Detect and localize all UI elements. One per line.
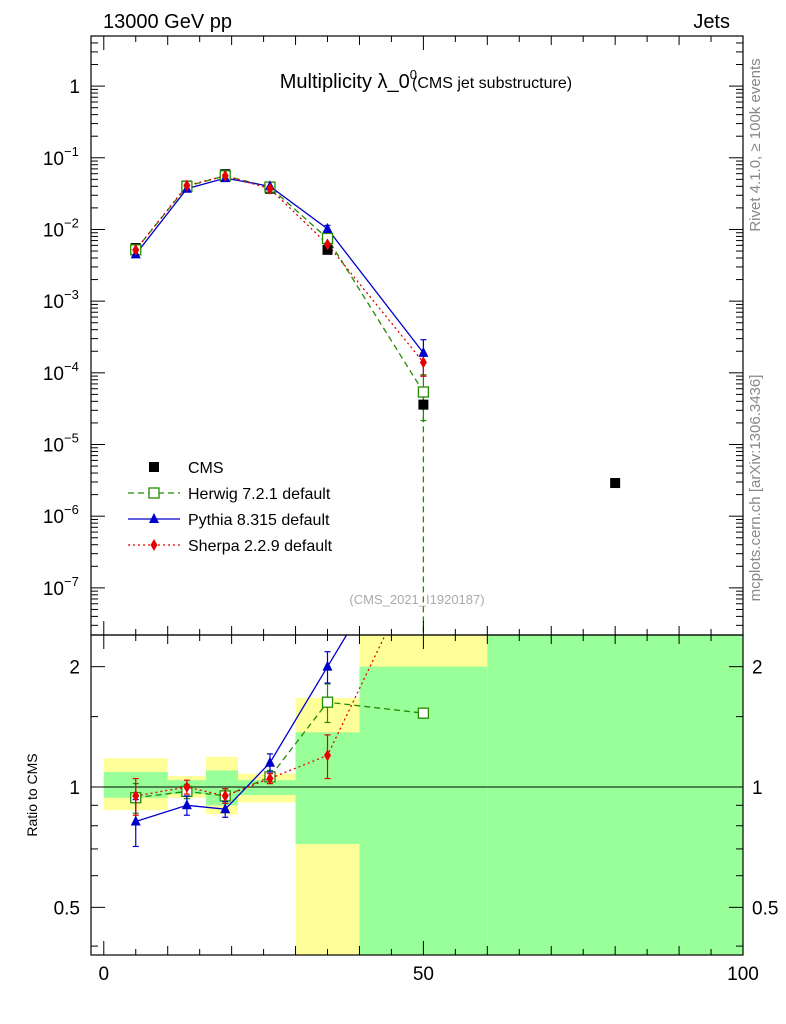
main-line-Sherpa 2.2.9 default: [135, 175, 424, 363]
ratio-xtick-label-1: 50: [413, 964, 434, 985]
main-point-2-4: [324, 238, 332, 251]
main-ytick-label-6: 10: [43, 507, 64, 528]
ratio-point-0-4: [321, 696, 334, 708]
main-point-2-2: [221, 169, 229, 182]
main-ytick-sup-4: −4: [64, 359, 79, 374]
ratio-ytick-label-left-2: 2: [69, 658, 80, 679]
main-ytick-sup-6: −6: [64, 502, 79, 517]
rivet-label: Rivet 4.1.0, ≥ 100k events: [747, 58, 764, 231]
legend-label-1: Herwig 7.2.1 default: [188, 486, 331, 503]
main-ytick-label-5: 10: [43, 436, 64, 457]
main-series: [130, 169, 621, 635]
main-ytick-sup-1: −1: [64, 144, 79, 159]
main-point-1-4: [322, 222, 333, 233]
main-ytick-label-0: 1: [69, 77, 80, 98]
main-point-2-5: [419, 356, 427, 369]
main-point-0-5: [417, 386, 430, 398]
mcplots-label: mcplots.cern.ch [arXiv:1306.3436]: [747, 375, 764, 602]
main-ytick-label-4: 10: [43, 364, 64, 385]
ratio-point-1-0: [130, 815, 141, 826]
legend-label-3: Sherpa 2.2.9 default: [188, 538, 333, 555]
main-ytick-sup-3: −3: [64, 287, 79, 302]
ratio-ytick-label-left-1: 1: [69, 778, 80, 799]
main-title-sup: 0: [410, 67, 417, 82]
legend-marker-3: [150, 539, 158, 551]
ratio-ytick-label-right-2: 2: [752, 658, 763, 679]
ratio-band-green-3: [238, 780, 296, 795]
main-series-clipped: [130, 169, 621, 635]
main-line-Pythia 8.315 default: [135, 177, 424, 354]
main-point-cms-5: [418, 399, 429, 410]
legend-marker-2: [149, 513, 159, 523]
analysis-watermark: (CMS_2021_I1920187): [349, 592, 484, 607]
ratio-ytick-label-right-0: 0.5: [752, 898, 778, 919]
ratio-point-1-2: [220, 803, 231, 814]
legend-marker-0: [149, 462, 159, 472]
ratio-point-2-0: [132, 789, 140, 802]
legend-label-2: Pythia 8.315 default: [188, 512, 330, 529]
main-point-2-1: [183, 179, 191, 192]
main-ytick-label-1: 10: [43, 149, 64, 170]
legend: CMS Herwig 7.2.1 default Pythia 8.315 defa…: [128, 460, 333, 555]
header-left: 13000 GeV pp: [103, 11, 232, 33]
ratio-xtick-label-0: 0: [98, 964, 109, 985]
ratio-point-2-4: [324, 749, 332, 762]
main-ytick-label-7: 10: [43, 579, 64, 600]
ratio-line-Pythia 8.315 default: [135, 635, 348, 823]
ratio-ytick-label-right-1: 1: [752, 778, 763, 799]
main-point-cms-6: [610, 478, 621, 489]
ratio-ytick-label-left-0: 0.5: [54, 898, 80, 919]
legend-label-0: CMS: [188, 460, 224, 477]
ratio-line-Sherpa 2.2.9 default: [135, 635, 386, 797]
ratio-point-2-3: [266, 772, 274, 785]
main-point-1-5: [418, 346, 429, 357]
main-line-Herwig 7.2.1 default: [135, 175, 425, 635]
ratio-bands: [103, 635, 743, 955]
ratio-point-2-1: [183, 781, 191, 794]
main-ytick-sup-5: −5: [64, 431, 79, 446]
main-ytick-label-2: 10: [43, 220, 64, 241]
main-title-text: Multiplicity λ_0: [280, 71, 410, 93]
main-ytick-sup-2: −2: [64, 215, 79, 230]
ratio-xtick-label-2: 100: [727, 964, 759, 985]
ratio-point-0-5: [417, 707, 430, 719]
ratio-band-green-6: [487, 635, 743, 955]
main-ytick-label-3: 10: [43, 292, 64, 313]
header-right: Jets: [693, 11, 730, 33]
ratio-point-1-1: [181, 799, 192, 810]
main-title: Multiplicity λ_00: [280, 67, 417, 93]
ratio-point-1-3: [264, 756, 275, 767]
main-point-2-0: [132, 243, 140, 256]
ratio-ylabel: Ratio to CMS: [24, 753, 40, 836]
ratio-point-1-4: [322, 660, 333, 671]
ratio-frame: [90, 634, 744, 956]
ratio-point-2-2: [221, 789, 229, 802]
legend-marker-1: [148, 487, 160, 499]
main-point-2-3: [266, 182, 274, 195]
main-ytick-sup-7: −7: [64, 574, 79, 589]
main-subtitle: (CMS jet substructure): [412, 75, 572, 92]
ratio-series: [130, 635, 430, 848]
plot-frames: [90, 35, 744, 956]
ratio-series-clipped: [130, 635, 430, 848]
